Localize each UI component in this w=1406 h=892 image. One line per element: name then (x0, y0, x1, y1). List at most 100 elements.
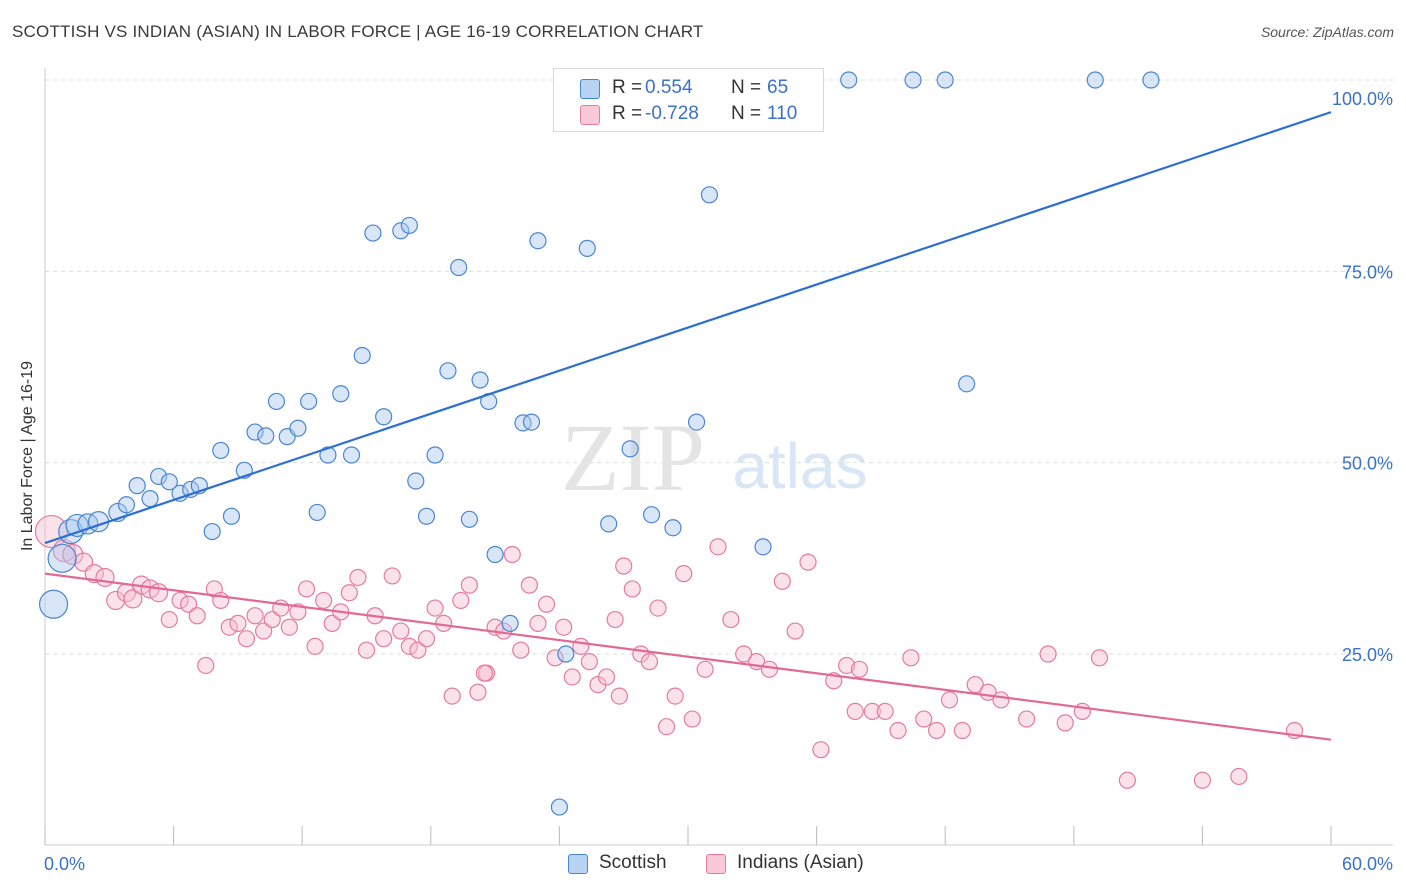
scottish-point (514, 414, 532, 432)
scottish-point (400, 216, 418, 235)
series-legend: Scottish Indians (Asian) (0, 852, 1406, 878)
scottish-point (375, 408, 393, 426)
scottish-point (460, 510, 478, 528)
indian-point (850, 660, 869, 678)
indian-point (160, 610, 178, 629)
indian-point (649, 599, 667, 617)
indian-point (709, 538, 727, 556)
n-value: 110 (767, 103, 798, 124)
indian-point (597, 668, 616, 686)
indian-point (84, 564, 104, 584)
legend-row-scottish: R = 0.554 N = 65 (554, 75, 823, 101)
scottish-point (38, 589, 69, 619)
indian-point (915, 710, 933, 728)
indian-point (786, 622, 804, 640)
indian-point (392, 622, 410, 640)
legend-label: Indians (Asian) (737, 852, 864, 873)
x-tick-label: 0.0% (44, 854, 85, 874)
indian-point (263, 610, 281, 629)
indian-point (357, 641, 376, 659)
scottish-point (664, 519, 682, 537)
indian-point (546, 649, 564, 667)
indian-point (863, 702, 881, 721)
scottish-point (128, 477, 146, 495)
y-axis-label: In Labor Force | Age 16-19 (19, 360, 36, 552)
indian-point (315, 591, 333, 610)
indian-swatch (706, 854, 726, 874)
scottish-point (300, 392, 318, 411)
indian-point (255, 622, 273, 640)
scottish-point (426, 446, 444, 464)
indian-point (953, 721, 971, 740)
indian-point (928, 721, 946, 740)
scottish-point (319, 446, 337, 464)
indian-point (400, 637, 418, 655)
scottish-point (212, 441, 230, 460)
r-label: R = (612, 103, 643, 124)
scottish-point (267, 392, 286, 411)
scottish-point (642, 506, 661, 524)
scottish-point (149, 467, 168, 486)
indian-point (188, 607, 206, 625)
scottish-point (621, 440, 639, 458)
n-label: N = (731, 103, 762, 124)
trend-lines (44, 111, 1332, 741)
indian-point (197, 656, 215, 675)
y-tick-label: 50.0% (1342, 454, 1393, 474)
indian-point (580, 653, 599, 671)
indian-point (503, 545, 521, 564)
indian-point (735, 645, 753, 663)
scottish-point (342, 446, 361, 464)
indian-point (666, 687, 684, 705)
indian-point (606, 610, 624, 629)
scottish-point (392, 222, 410, 240)
n-label: N = (731, 77, 762, 98)
scottish-point (840, 71, 858, 89)
r-label: R = (612, 77, 643, 98)
legend-label: Scottish (599, 852, 667, 873)
indian-point (297, 580, 316, 598)
scottish-point (1142, 71, 1160, 89)
indian-point (229, 614, 247, 632)
scottish-point (222, 507, 241, 525)
scottish-point (557, 645, 575, 663)
scottish-point (117, 496, 136, 514)
indian-point (383, 567, 401, 585)
r-value: 0.554 (645, 77, 693, 98)
indian-point (563, 668, 581, 686)
scottish-point (246, 423, 264, 441)
indian-point (683, 710, 701, 728)
scottish-point (550, 798, 569, 816)
indian-point (443, 687, 461, 705)
indian-point (992, 691, 1010, 709)
scottish-point (1086, 71, 1104, 89)
scottish-point (904, 71, 922, 89)
scottish-point (501, 614, 519, 632)
indian-point (95, 567, 115, 588)
scottish-point (754, 538, 772, 556)
indian-point (623, 580, 641, 598)
indian-point (1018, 710, 1036, 728)
indian-point (529, 614, 547, 632)
indian-points (34, 514, 1304, 789)
r-value: -0.728 (645, 103, 699, 124)
scottish-point (936, 71, 954, 89)
indian-point (426, 599, 444, 617)
indian-point (417, 630, 436, 648)
scottish-points (38, 71, 1160, 816)
indian-trend-line (44, 572, 1332, 741)
scottish-point (141, 490, 159, 508)
scottish-trend-line (44, 111, 1332, 545)
indian-point (349, 568, 367, 587)
indian-point (280, 618, 298, 636)
indian-point (1090, 649, 1109, 667)
indian-point (62, 543, 84, 566)
indian-point (1056, 714, 1074, 732)
scottish-point (308, 503, 326, 522)
indian-point (966, 676, 984, 694)
scottish-point (600, 515, 618, 533)
scottish-point (289, 419, 307, 437)
indian-point (537, 595, 556, 613)
scottish-point (203, 522, 221, 541)
